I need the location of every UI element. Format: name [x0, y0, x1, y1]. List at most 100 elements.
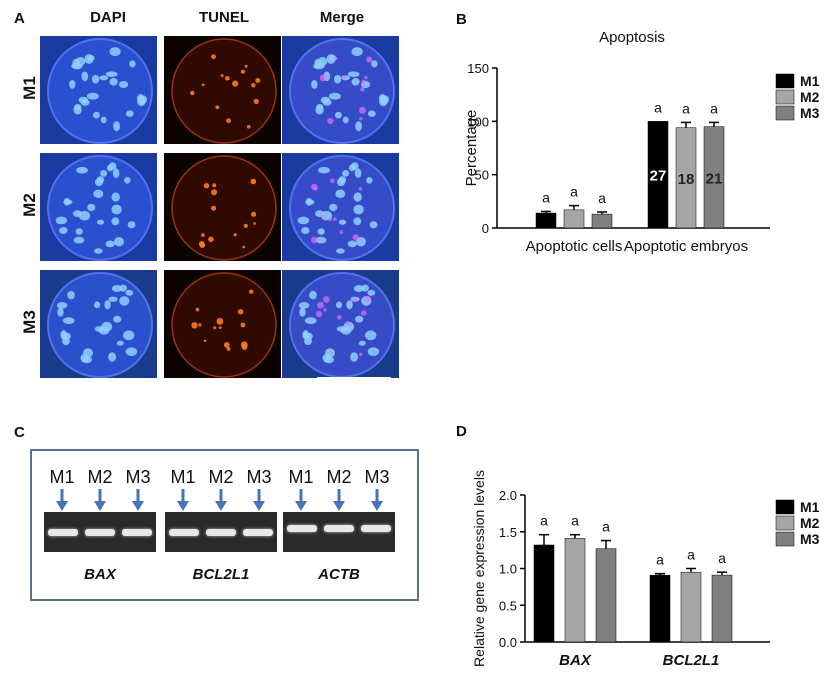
- panel-label: B: [456, 11, 467, 28]
- down-arrow-icon: [371, 489, 383, 511]
- gel-band: [324, 525, 354, 532]
- bar-m1: [649, 574, 671, 643]
- y-tick-label: 150: [467, 61, 489, 76]
- significance-letter: a: [598, 190, 606, 206]
- bar-count-label: 27: [650, 168, 667, 185]
- scale-bar: [317, 377, 391, 381]
- y-tick-label: 2.0: [499, 488, 517, 503]
- row-header-m3: M3: [20, 310, 39, 334]
- y-tick-label: 1.0: [499, 562, 517, 577]
- gene-label-bax: BAX: [84, 566, 116, 583]
- y-tick-label: 0.5: [499, 598, 517, 613]
- legend-label-m2: M2: [800, 89, 820, 105]
- bar-m1: [535, 212, 557, 229]
- micrograph-m2-merge: [282, 153, 399, 261]
- gel-band: [122, 529, 152, 536]
- gel-band: [169, 529, 199, 536]
- lane-label-actb-m3: M3: [364, 467, 390, 487]
- legend-label-m1: M1: [800, 73, 820, 89]
- bar-m3: [591, 213, 613, 229]
- gel-band: [243, 529, 273, 536]
- x-category-label: Apoptotic cells: [526, 238, 623, 255]
- significance-letter: a: [654, 99, 662, 115]
- column-header-tunel: TUNEL: [199, 9, 249, 26]
- chart-b-apoptosis: B Apoptosis 0 50 100 150 Percentage Apoptotic c…: [456, 11, 820, 255]
- lane-label-bax-m3: M3: [125, 467, 151, 487]
- bar-count-label: 21: [706, 170, 723, 187]
- legend-label-m2: M2: [800, 515, 820, 531]
- panel-label: D: [456, 423, 467, 440]
- legend-swatch-m2: [775, 89, 795, 105]
- significance-letter: a: [687, 547, 695, 563]
- y-tick-label: 50: [475, 168, 489, 183]
- y-tick-label: 1.5: [499, 525, 517, 540]
- legend-swatch-m3: [775, 105, 795, 121]
- bar-m2: [563, 209, 585, 229]
- significance-letter: a: [542, 189, 550, 205]
- bar-m2: [564, 538, 586, 643]
- gel-image-actb: [283, 512, 395, 552]
- y-tick-label: 100: [467, 114, 489, 129]
- micrograph-m1-dapi: [40, 36, 157, 144]
- x-category-label: Apoptotic embryos: [624, 238, 748, 255]
- x-category-label: BAX: [559, 652, 592, 669]
- down-arrow-icon: [56, 489, 68, 511]
- gel-figure-box: M1 M2 M3 BAX M1 M2 M3 BCL2L1 M1 M2 M3 ACTB: [30, 449, 419, 601]
- chart-d-gene-expression: D 0.0 0.5 1.0 1.5 2.0 Relative gene expression…: [456, 423, 820, 669]
- bar-m3: [711, 574, 733, 643]
- gel-band: [287, 525, 317, 532]
- micrograph-m3-tunel: [164, 270, 281, 378]
- lane-label-actb-m1: M1: [288, 467, 314, 487]
- down-arrow-icon: [333, 489, 345, 511]
- legend-swatch-m1: [775, 499, 795, 515]
- gel-band: [361, 525, 391, 532]
- down-arrow-icon: [253, 489, 265, 511]
- chart-title: Apoptosis: [599, 29, 665, 46]
- down-arrow-icon: [177, 489, 189, 511]
- legend-label-m3: M3: [800, 531, 820, 547]
- y-axis-label: Percentage: [463, 110, 480, 187]
- y-axis-label: Relative gene expression levels: [471, 470, 487, 667]
- significance-letter: a: [710, 100, 718, 116]
- y-tick-label: 0.0: [499, 635, 517, 650]
- panel-c-label: C: [14, 424, 25, 441]
- significance-letter: a: [602, 519, 610, 535]
- x-category-label: BCL2L1: [663, 652, 720, 669]
- column-header-merge: Merge: [319, 9, 365, 26]
- down-arrow-icon: [295, 489, 307, 511]
- micrograph-m1-tunel: [164, 36, 281, 144]
- legend-label-m1: M1: [800, 499, 820, 515]
- bar-m3: [595, 548, 617, 643]
- micrograph-m2-dapi: [40, 153, 157, 261]
- micrograph-m1-merge: [282, 36, 399, 144]
- gene-label-bcl2l1: BCL2L1: [192, 566, 250, 583]
- gene-label-actb: ACTB: [318, 566, 360, 583]
- significance-letter: a: [540, 513, 548, 529]
- bar-m1: [533, 544, 555, 643]
- gel-band: [48, 529, 78, 536]
- legend-swatch-m1: [775, 73, 795, 89]
- lane-label-bcl2l1-m2: M2: [208, 467, 234, 487]
- legend-swatch-m2: [775, 515, 795, 531]
- significance-letter: a: [571, 513, 579, 529]
- gel-image-bcl2l1: [165, 512, 277, 552]
- lane-label-bax-m2: M2: [87, 467, 113, 487]
- down-arrow-icon: [215, 489, 227, 511]
- row-header-m1: M1: [20, 76, 39, 100]
- significance-letter: a: [682, 100, 690, 116]
- significance-letter: a: [718, 550, 726, 566]
- column-header-dapi: DAPI: [90, 9, 126, 26]
- legend-label-m3: M3: [800, 105, 820, 121]
- lane-label-actb-m2: M2: [326, 467, 352, 487]
- down-arrow-icon: [94, 489, 106, 511]
- gel-image-bax: [44, 512, 156, 552]
- bar-m1: [647, 121, 669, 229]
- gel-band: [85, 529, 115, 536]
- y-tick-label: 0: [482, 221, 489, 236]
- bar-m2: [680, 571, 702, 643]
- legend-swatch-m3: [775, 531, 795, 547]
- micrograph-m3-merge: [282, 270, 399, 378]
- bar-count-label: 18: [678, 171, 695, 188]
- down-arrow-icon: [132, 489, 144, 511]
- gel-band: [206, 529, 236, 536]
